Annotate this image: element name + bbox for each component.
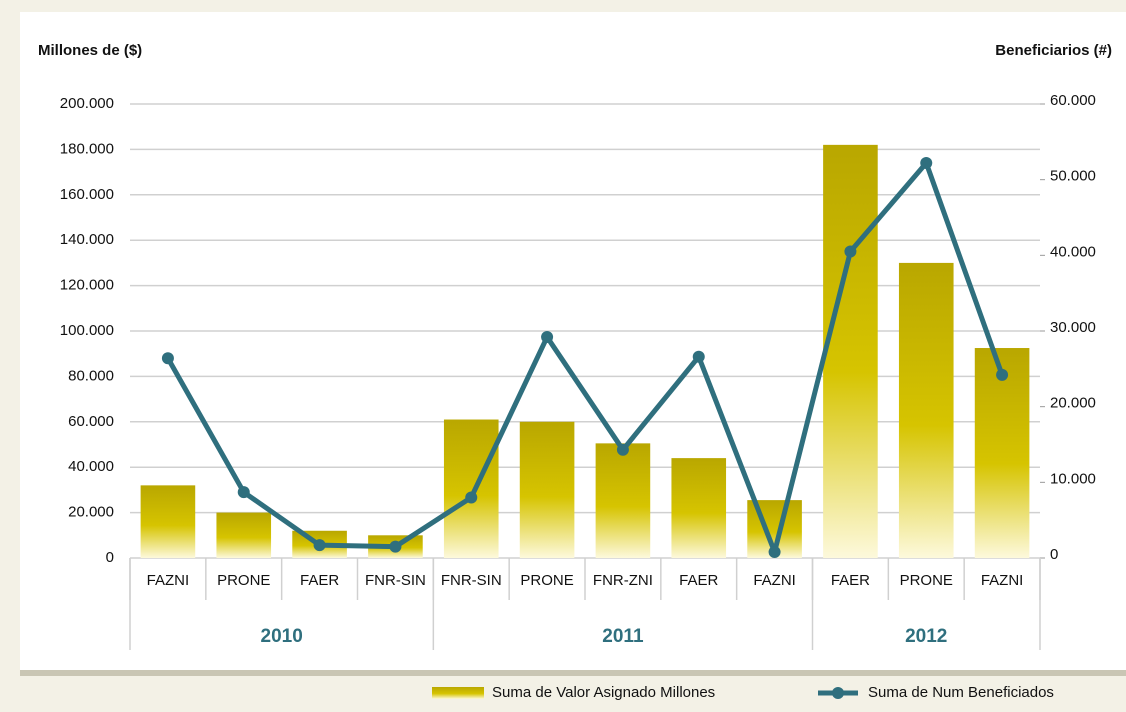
group-label: 2010 bbox=[261, 626, 303, 647]
top-strip bbox=[0, 0, 1126, 12]
y-tick-label: 200.000 bbox=[60, 95, 114, 112]
y2-tick-label: 20.000 bbox=[1050, 395, 1096, 412]
bar bbox=[216, 512, 272, 558]
legend-label: Suma de Num Beneficiados bbox=[868, 684, 1054, 701]
line-point bbox=[389, 540, 402, 553]
line-point bbox=[844, 245, 857, 258]
y-tick-label: 120.000 bbox=[60, 277, 114, 294]
x-tick-label: FAZNI bbox=[981, 572, 1024, 589]
line-point bbox=[313, 539, 326, 552]
x-tick-label: FAZNI bbox=[753, 572, 796, 589]
legend-swatch bbox=[832, 687, 844, 699]
y2-tick-label: 30.000 bbox=[1050, 319, 1096, 336]
bar bbox=[898, 262, 954, 558]
y2-tick-label: 50.000 bbox=[1050, 168, 1096, 185]
group-label: 2011 bbox=[602, 626, 644, 647]
bar bbox=[519, 421, 575, 558]
bar bbox=[443, 419, 499, 558]
x-tick-label: FAER bbox=[831, 572, 870, 589]
legend-label: Suma de Valor Asignado Millones bbox=[492, 684, 715, 701]
x-tick-label: PRONE bbox=[520, 572, 573, 589]
y-tick-label: 20.000 bbox=[68, 504, 114, 521]
line-point bbox=[920, 157, 933, 170]
y-tick-label: 60.000 bbox=[68, 413, 114, 430]
y-axis-title: Millones de ($) bbox=[38, 42, 142, 59]
y-tick-label: 40.000 bbox=[68, 458, 114, 475]
x-tick-label: FNR-SIN bbox=[441, 572, 502, 589]
bar bbox=[974, 348, 1030, 558]
x-tick-label: FAZNI bbox=[147, 572, 190, 589]
line-point bbox=[465, 491, 478, 504]
y-tick-label: 0 bbox=[106, 549, 114, 566]
legend-swatch bbox=[432, 687, 484, 699]
line-point bbox=[541, 331, 554, 344]
line-point bbox=[768, 545, 781, 558]
x-tick-label: FAER bbox=[679, 572, 718, 589]
bar bbox=[671, 458, 727, 558]
line-point bbox=[161, 352, 174, 365]
y-tick-label: 100.000 bbox=[60, 322, 114, 339]
y-tick-label: 160.000 bbox=[60, 186, 114, 203]
y-tick-label: 80.000 bbox=[68, 367, 114, 384]
line bbox=[165, 160, 1005, 555]
y-tick-label: 180.000 bbox=[60, 140, 114, 157]
y-tick-label: 140.000 bbox=[60, 231, 114, 248]
bar bbox=[140, 485, 196, 558]
x-tick-label: FNR-ZNI bbox=[593, 572, 653, 589]
x-tick-label: FAER bbox=[300, 572, 339, 589]
x-tick-label: PRONE bbox=[217, 572, 270, 589]
x-tick-label: FNR-SIN bbox=[365, 572, 426, 589]
line-point bbox=[996, 368, 1009, 381]
line-point bbox=[237, 486, 250, 499]
y2-tick-label: 10.000 bbox=[1050, 470, 1096, 487]
bar bbox=[595, 443, 651, 558]
y2-axis-title: Beneficiarios (#) bbox=[995, 42, 1112, 59]
group-label: 2012 bbox=[905, 626, 947, 647]
divider bbox=[20, 670, 1126, 676]
x-tick-label: PRONE bbox=[900, 572, 953, 589]
bar bbox=[823, 144, 878, 559]
y2-tick-label: 0 bbox=[1050, 546, 1058, 563]
y2-tick-label: 60.000 bbox=[1050, 92, 1096, 109]
y2-tick-label: 40.000 bbox=[1050, 243, 1096, 260]
line-point bbox=[616, 443, 629, 456]
line-point bbox=[692, 350, 705, 363]
